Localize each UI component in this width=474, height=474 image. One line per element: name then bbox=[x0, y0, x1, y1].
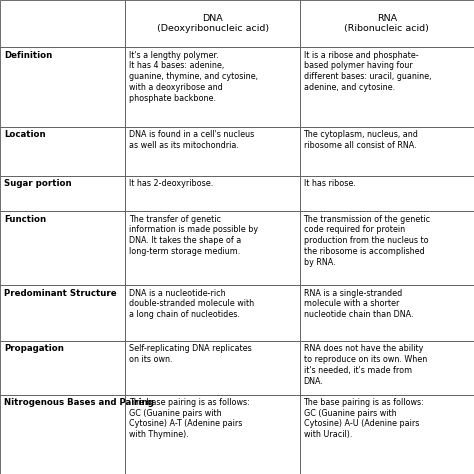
Bar bbox=[126, 211, 300, 285]
Bar bbox=[126, 176, 300, 211]
Text: Predominant Structure: Predominant Structure bbox=[4, 289, 117, 298]
Text: Definition: Definition bbox=[4, 51, 52, 60]
Text: Self-replicating DNA replicates
on its own.: Self-replicating DNA replicates on its o… bbox=[129, 344, 252, 364]
Bar bbox=[300, 211, 474, 285]
Bar bbox=[0, 211, 126, 285]
Bar bbox=[0, 127, 126, 176]
Text: RNA
(Ribonucleic acid): RNA (Ribonucleic acid) bbox=[345, 14, 429, 34]
Bar bbox=[0, 176, 126, 211]
Bar bbox=[126, 285, 300, 341]
Bar bbox=[0, 341, 126, 395]
Text: RNA is a single-stranded
molecule with a shorter
nucleotide chain than DNA.: RNA is a single-stranded molecule with a… bbox=[303, 289, 413, 319]
Bar bbox=[300, 285, 474, 341]
Text: The base pairing is as follows:
GC (Guanine pairs with
Cytosine) A-T (Adenine pa: The base pairing is as follows: GC (Guan… bbox=[129, 398, 250, 439]
Bar bbox=[300, 176, 474, 211]
Text: It's a lengthy polymer.
It has 4 bases: adenine,
guanine, thymine, and cytosine,: It's a lengthy polymer. It has 4 bases: … bbox=[129, 51, 258, 102]
Text: DNA is a nucleotide-rich
double-stranded molecule with
a long chain of nucleotid: DNA is a nucleotide-rich double-stranded… bbox=[129, 289, 255, 319]
Bar bbox=[300, 0, 474, 47]
Bar bbox=[126, 341, 300, 395]
Text: The transmission of the genetic
code required for protein
production from the nu: The transmission of the genetic code req… bbox=[303, 215, 431, 266]
Bar bbox=[300, 341, 474, 395]
Bar bbox=[126, 47, 300, 127]
Text: The base pairing is as follows:
GC (Guanine pairs with
Cytosine) A-U (Adenine pa: The base pairing is as follows: GC (Guan… bbox=[303, 398, 424, 439]
Bar bbox=[0, 0, 126, 47]
Text: The transfer of genetic
information is made possible by
DNA. It takes the shape : The transfer of genetic information is m… bbox=[129, 215, 258, 256]
Bar bbox=[0, 285, 126, 341]
Bar bbox=[0, 395, 126, 474]
Bar bbox=[300, 127, 474, 176]
Bar bbox=[126, 0, 300, 47]
Text: The cytoplasm, nucleus, and
ribosome all consist of RNA.: The cytoplasm, nucleus, and ribosome all… bbox=[303, 130, 419, 150]
Text: It is a ribose and phosphate-
based polymer having four
different bases: uracil,: It is a ribose and phosphate- based poly… bbox=[303, 51, 431, 92]
Text: It has ribose.: It has ribose. bbox=[303, 179, 356, 188]
Bar bbox=[0, 47, 126, 127]
Bar bbox=[126, 395, 300, 474]
Bar bbox=[300, 395, 474, 474]
Text: Function: Function bbox=[4, 215, 46, 224]
Text: Propagation: Propagation bbox=[4, 344, 64, 353]
Bar bbox=[126, 127, 300, 176]
Bar bbox=[300, 47, 474, 127]
Text: RNA does not have the ability
to reproduce on its own. When
it's needed, it's ma: RNA does not have the ability to reprodu… bbox=[303, 344, 427, 385]
Text: DNA
(Deoxyribonucleic acid): DNA (Deoxyribonucleic acid) bbox=[156, 14, 269, 34]
Text: Location: Location bbox=[4, 130, 46, 139]
Text: DNA is found in a cell's nucleus
as well as its mitochondria.: DNA is found in a cell's nucleus as well… bbox=[129, 130, 255, 150]
Text: Sugar portion: Sugar portion bbox=[4, 179, 72, 188]
Text: It has 2-deoxyribose.: It has 2-deoxyribose. bbox=[129, 179, 213, 188]
Text: Nitrogenous Bases and Pairing: Nitrogenous Bases and Pairing bbox=[4, 398, 154, 407]
